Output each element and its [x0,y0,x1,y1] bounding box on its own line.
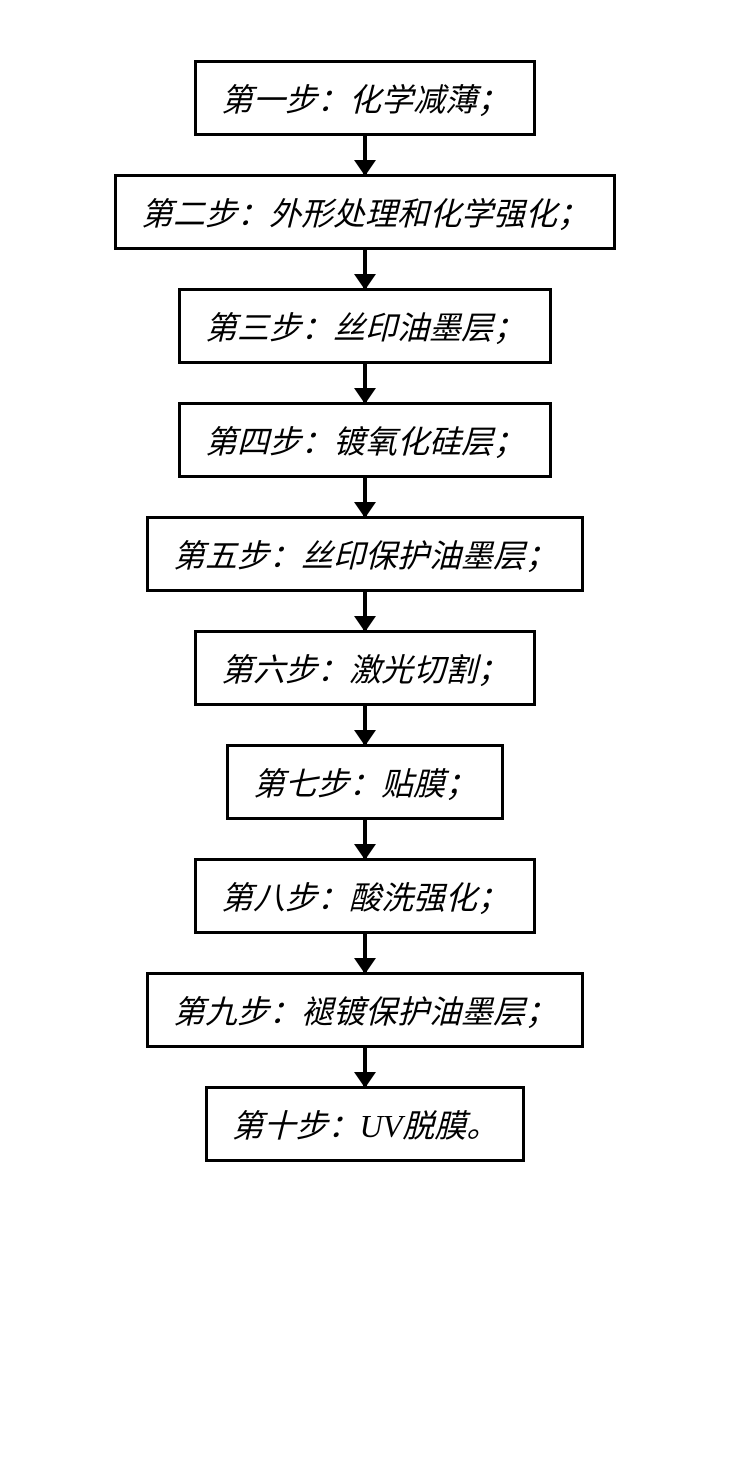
arrow-icon [363,934,367,972]
flow-node-step6: 第六步：激光切割； [194,630,536,706]
arrow-icon [363,478,367,516]
flow-node-step10: 第十步：UV脱膜。 [205,1086,526,1162]
flow-node-label: 第二步：外形处理和化学强化； [141,189,589,235]
arrow-icon [363,136,367,174]
arrow-icon [363,706,367,744]
flow-node-label: 第十步：UV脱膜。 [232,1101,499,1147]
flow-node-step4: 第四步：镀氧化硅层； [178,402,552,478]
flow-node-step2: 第二步：外形处理和化学强化； [114,174,616,250]
flow-node-label: 第七步：贴膜； [253,759,477,805]
flow-node-step1: 第一步：化学减薄； [194,60,536,136]
flow-node-step7: 第七步：贴膜； [226,744,504,820]
flow-node-step8: 第八步：酸洗强化； [194,858,536,934]
flow-node-step5: 第五步：丝印保护油墨层； [146,516,584,592]
flow-node-label: 第五步：丝印保护油墨层； [173,531,557,577]
flow-node-label: 第六步：激光切割； [221,645,509,691]
arrow-icon [363,592,367,630]
flow-node-step9: 第九步：褪镀保护油墨层； [146,972,584,1048]
arrow-icon [363,250,367,288]
arrow-icon [363,364,367,402]
arrow-icon [363,820,367,858]
flow-node-label: 第四步：镀氧化硅层； [205,417,525,463]
flow-node-label: 第八步：酸洗强化； [221,873,509,919]
flow-node-label: 第一步：化学减薄； [221,75,509,121]
flow-node-label: 第三步：丝印油墨层； [205,303,525,349]
flow-node-label: 第九步：褪镀保护油墨层； [173,987,557,1033]
flow-node-step3: 第三步：丝印油墨层； [178,288,552,364]
arrow-icon [363,1048,367,1086]
